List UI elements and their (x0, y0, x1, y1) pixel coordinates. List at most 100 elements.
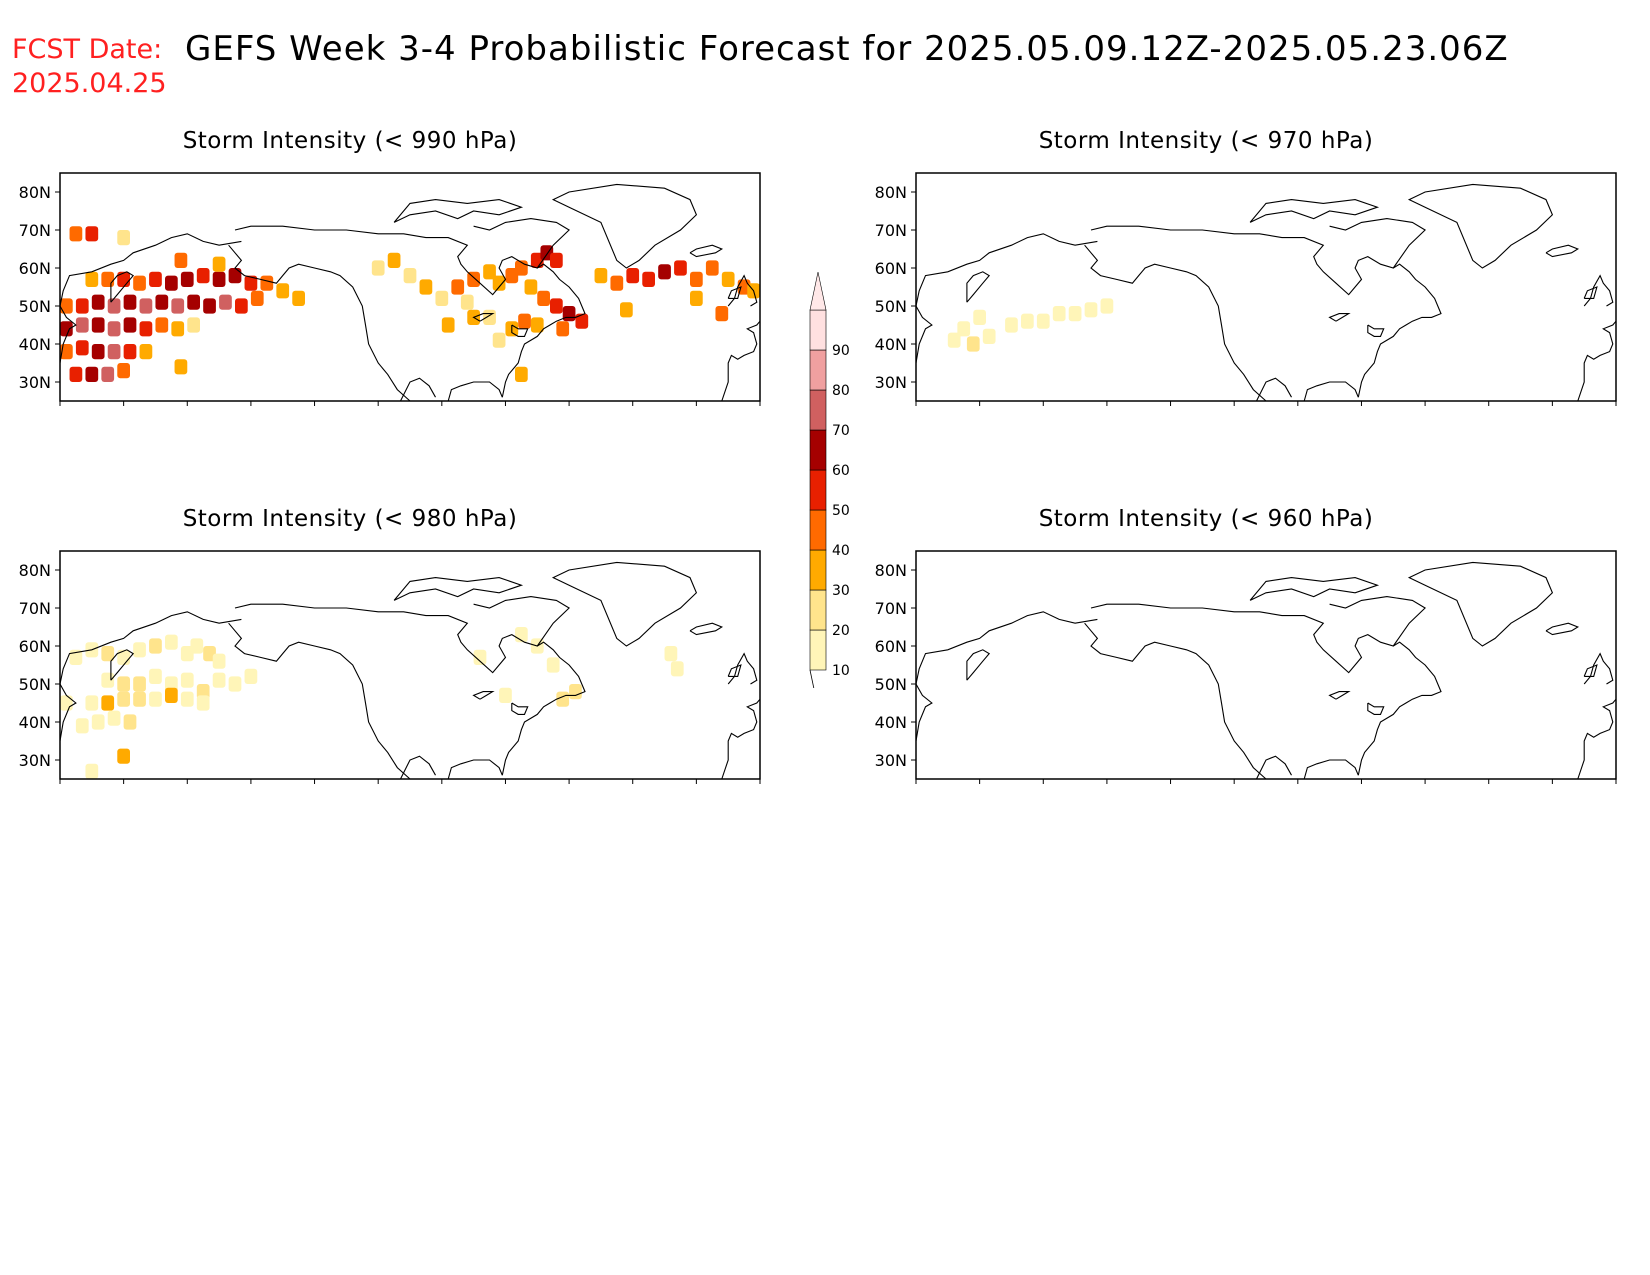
probability-cell (260, 275, 274, 291)
probability-cell (1021, 313, 1034, 329)
probability-cell (715, 306, 729, 322)
probability-cell (139, 321, 153, 337)
probability-cell (75, 317, 89, 333)
probability-cell (85, 366, 99, 382)
coastline (966, 271, 991, 303)
probability-cell (187, 317, 200, 333)
colorbar-bottom-arrow (809, 669, 815, 688)
coastline (447, 381, 503, 402)
probability-cell (546, 657, 560, 673)
coastline (1090, 603, 1442, 776)
probability-cell (123, 317, 137, 333)
coastline (1583, 274, 1614, 307)
colorbar-box (809, 349, 827, 391)
colorbar-box (809, 389, 827, 431)
coastline (1328, 313, 1351, 322)
plot-frame (59, 550, 761, 780)
lat-tick-label: 70N (19, 221, 51, 240)
lat-tick-label: 50N (875, 675, 907, 694)
probability-cell (75, 340, 89, 356)
colorbar-top-arrow (809, 271, 827, 311)
probability-cell (139, 344, 153, 360)
probability-cell (957, 321, 971, 337)
fcst-date-value: 2025.04.25 (12, 68, 167, 99)
probability-cell (250, 290, 264, 306)
colorbar-box (809, 309, 827, 351)
probability-cell (492, 275, 506, 291)
coastline (1545, 622, 1580, 636)
probability-cell (483, 264, 496, 280)
probability-shading (60, 226, 760, 382)
probability-cell (107, 298, 121, 314)
probability-cell (212, 271, 226, 287)
probability-cell (149, 691, 162, 707)
probability-cell (947, 332, 961, 348)
probability-cell (117, 748, 130, 764)
lat-tick-label: 80N (875, 183, 907, 202)
probability-shading (60, 627, 684, 779)
coastline (447, 759, 503, 780)
probability-cell (123, 344, 137, 360)
coastline (915, 611, 1098, 742)
probability-cell (187, 294, 200, 310)
probability-colorbar: 10 20 30 40 50 60 70 80 90 (809, 271, 850, 688)
probability-cell (626, 268, 640, 284)
coastlines (915, 561, 1617, 780)
coastline (59, 233, 242, 364)
probability-cell (155, 317, 169, 333)
coastline (1303, 381, 1359, 402)
probability-cell (117, 691, 130, 707)
plot-frame (59, 172, 761, 402)
probability-cell (1036, 313, 1050, 329)
lat-tick-label: 60N (875, 637, 907, 656)
coastline (1545, 244, 1580, 258)
coastline (400, 377, 436, 402)
colorbar-label: 50 (832, 503, 850, 519)
panel-title: Storm Intensity (< 960 hPa) (1038, 506, 1374, 532)
probability-cell (171, 321, 185, 337)
probability-cell (85, 226, 99, 242)
probability-cell (60, 695, 73, 711)
coastline (1577, 698, 1617, 780)
probability-cell (101, 271, 115, 287)
probability-cell (165, 676, 178, 692)
probability-cell (165, 634, 178, 650)
probability-cell (1068, 306, 1082, 322)
probability-cell (690, 290, 703, 306)
colorbar-box (809, 429, 827, 471)
coastline (1367, 702, 1385, 715)
coastline (228, 622, 411, 780)
lat-tick-label: 60N (19, 259, 51, 278)
probability-cell (60, 298, 73, 314)
panel-title: Storm Intensity (< 980 hPa) (182, 506, 518, 532)
colorbar-label: 90 (832, 343, 850, 359)
coastline (1407, 561, 1554, 647)
probability-cell (107, 344, 121, 360)
probability-cell (180, 271, 194, 287)
probability-cell (674, 260, 687, 276)
probability-cell (387, 252, 401, 268)
lat-tick-label: 30N (875, 751, 907, 770)
probability-cell (133, 642, 146, 658)
probability-cell (473, 649, 487, 665)
colorbar-box (809, 629, 827, 671)
probability-cell (219, 294, 232, 310)
coastline (511, 702, 529, 715)
lat-tick-label: 50N (875, 297, 907, 316)
probability-cell (174, 359, 188, 375)
probability-cell (165, 275, 178, 291)
probability-cell (518, 313, 531, 329)
probability-cell (569, 684, 582, 700)
lat-tick-label: 50N (19, 675, 51, 694)
coastline (1249, 199, 1380, 223)
probability-cell (705, 260, 719, 276)
map-plot: 140E160E180160W140W120W100W80W60W40W20W0… (875, 550, 1617, 784)
probability-cell (133, 691, 146, 707)
coastline (1329, 596, 1427, 647)
coastline (1084, 622, 1267, 780)
panel-title: Storm Intensity (< 990 hPa) (182, 128, 518, 154)
coastline (1328, 691, 1351, 700)
probability-cell (276, 283, 290, 299)
probability-cell (212, 256, 226, 272)
coastline (727, 274, 758, 307)
